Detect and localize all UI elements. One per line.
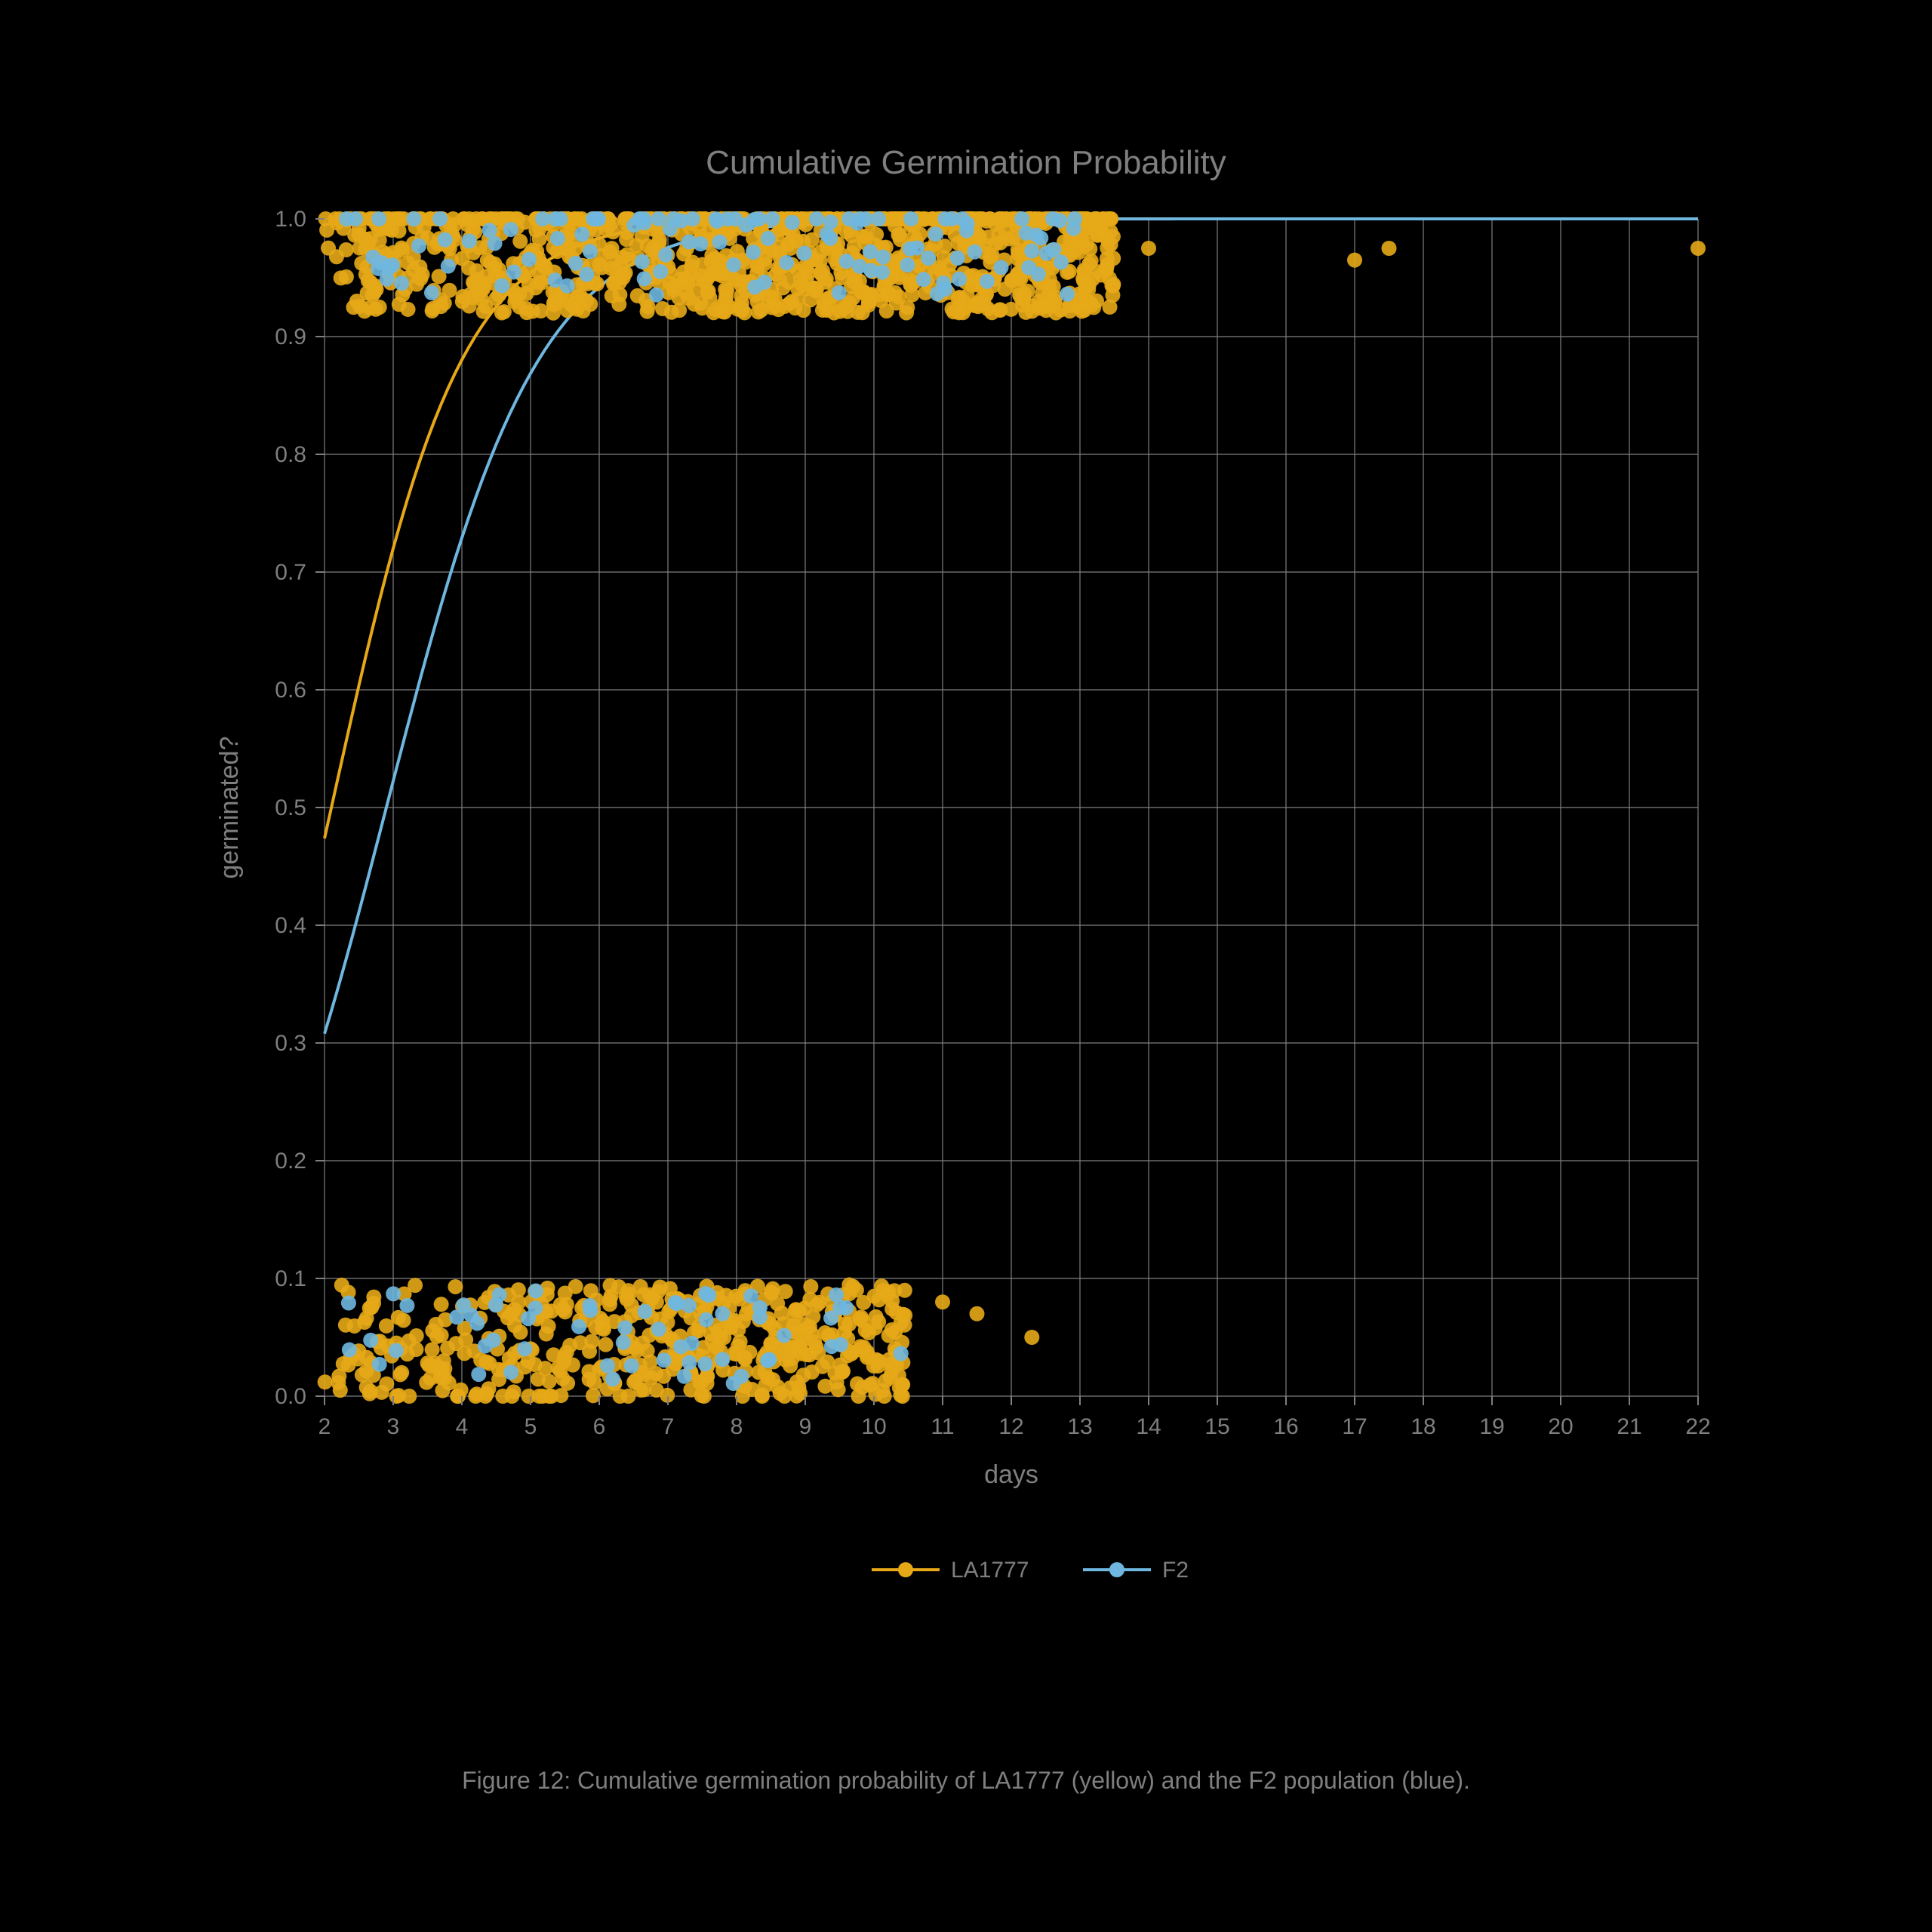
y-tick-labels: 0.0 0.1 0.2 0.3 0.4 0.5 0.6 0.7 0.8 0.9 1.0 bbox=[275, 207, 306, 1409]
y-tick-label: 0.6 bbox=[275, 678, 306, 703]
y-tick-label: 0.9 bbox=[275, 325, 306, 349]
x-tick-label: 13 bbox=[1067, 1414, 1092, 1439]
y-tick-label: 0.2 bbox=[275, 1149, 306, 1174]
x-tick-label: 12 bbox=[998, 1414, 1023, 1439]
y-tick-label: 0.4 bbox=[275, 913, 306, 938]
x-tick-label: 3 bbox=[387, 1414, 400, 1439]
x-tick-marks bbox=[325, 1396, 1698, 1405]
x-tick-label: 7 bbox=[662, 1414, 675, 1439]
y-tick-label: 0.8 bbox=[275, 442, 306, 467]
x-tick-label: 9 bbox=[799, 1414, 812, 1439]
x-tick-label: 17 bbox=[1342, 1414, 1367, 1439]
x-tick-label: 8 bbox=[731, 1414, 743, 1439]
x-tick-labels: 2 3 4 5 6 7 8 9 10 11 12 13 14 15 16 17 18 19 20 21 22 bbox=[318, 1414, 1711, 1439]
x-tick-label: 2 bbox=[318, 1414, 331, 1439]
legend: LA1777 F2 bbox=[872, 1558, 1189, 1583]
y-axis-label: germinated? bbox=[215, 736, 244, 878]
chart-title: Cumulative Germination Probability bbox=[706, 144, 1226, 181]
scatter-f2 bbox=[339, 211, 1082, 1391]
legend-item: LA1777 bbox=[872, 1558, 1029, 1583]
y-tick-label: 0.0 bbox=[275, 1384, 306, 1409]
x-tick-label: 4 bbox=[456, 1414, 469, 1439]
x-tick-label: 19 bbox=[1479, 1414, 1504, 1439]
y-tick-label: 0.1 bbox=[275, 1266, 306, 1291]
figure-caption: Figure 12: Cumulative germination probab… bbox=[462, 1767, 1470, 1794]
y-tick-label: 0.3 bbox=[275, 1031, 306, 1056]
y-tick-label: 0.7 bbox=[275, 560, 306, 585]
x-tick-label: 18 bbox=[1411, 1414, 1435, 1439]
x-tick-label: 14 bbox=[1136, 1414, 1161, 1439]
x-tick-label: 16 bbox=[1273, 1414, 1298, 1439]
legend-item: F2 bbox=[1083, 1558, 1189, 1583]
x-axis-label: days bbox=[984, 1460, 1038, 1489]
x-tick-label: 21 bbox=[1617, 1414, 1641, 1439]
legend-label: F2 bbox=[1162, 1558, 1189, 1583]
x-tick-label: 6 bbox=[593, 1414, 606, 1439]
y-tick-marks bbox=[315, 219, 325, 1396]
legend-label: LA1777 bbox=[951, 1558, 1029, 1583]
chart-figure: Cumulative Germination Probability 2 3 4 5 6… bbox=[0, 0, 1932, 1932]
x-tick-label: 5 bbox=[525, 1414, 537, 1439]
x-tick-label: 20 bbox=[1548, 1414, 1573, 1439]
x-tick-label: 22 bbox=[1685, 1414, 1710, 1439]
x-tick-label: 11 bbox=[931, 1414, 954, 1439]
x-tick-label: 15 bbox=[1204, 1414, 1229, 1439]
x-tick-label: 10 bbox=[861, 1414, 886, 1439]
y-tick-label: 1.0 bbox=[275, 207, 306, 232]
y-tick-label: 0.5 bbox=[275, 795, 306, 820]
